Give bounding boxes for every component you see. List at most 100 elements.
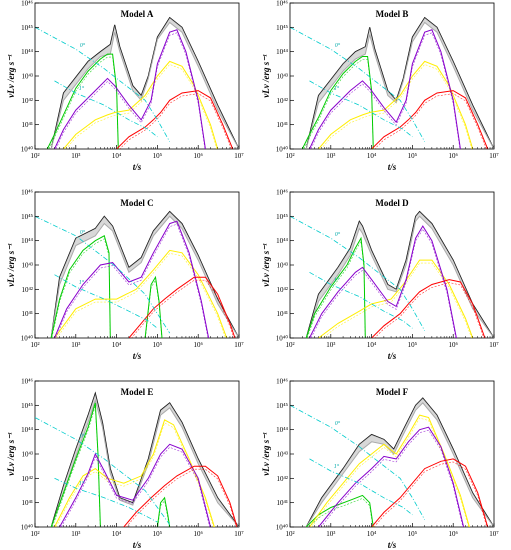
y-axis-label: νLν /erg s⁻¹ [6,243,16,287]
series-line-4 [318,259,474,338]
y-tick-label: 10⁴⁴ [276,48,288,56]
series-line-6 [371,90,489,149]
y-tick-label: 10⁴⁴ [276,426,288,434]
y-tick-label: 10⁴⁶ [276,0,288,8]
series-spread-5 [320,429,464,527]
y-tick-label: 10⁴⁰ [21,146,33,154]
x-axis-label: t/s [388,162,397,172]
x-tick-label: 10⁵ [408,152,418,160]
y-axis-label: νLν /erg s⁻¹ [6,432,16,476]
series-spread-5 [310,32,461,149]
series-spread-3 [51,238,111,338]
x-tick-label: 10² [30,152,39,160]
chart-title: Model E [121,387,154,397]
x-tick-label: 10⁶ [193,152,203,160]
y-tick-label: 10⁴³ [276,262,288,270]
series-spread-6 [373,461,488,527]
x-tick-label: 10⁴ [112,152,122,160]
x-tick-label: 10⁷ [489,341,499,349]
series-spread-3 [306,240,366,338]
series-spread-6 [119,93,232,149]
y-tick-label: 10⁴⁶ [276,189,288,197]
series-line-3 [46,53,119,149]
plot-area [290,397,494,527]
series-line-5 [309,225,457,338]
series-line-9 [54,477,158,523]
chart-panel-5: 0° 1° Model E 10² 10³ 10⁴ 10⁵ 10⁶ 10⁷ 10⁴⁰ 10⁴¹ 10⁴… [6,378,244,550]
series-line-1 [50,210,239,338]
x-tick-label: 10² [285,530,294,538]
x-tick-label: 10⁷ [234,341,244,349]
x-tick-label: 10⁷ [234,530,244,538]
series-line-8 [309,271,413,329]
y-tick-label: 10⁴¹ [276,499,288,507]
y-tick-label: 10⁴⁶ [21,189,33,197]
series-spread-4 [145,279,163,338]
y-axis-label: νLν /erg s⁻¹ [261,243,271,287]
band-series-2 [51,17,239,149]
y-tick-label: 10⁴¹ [276,121,288,129]
series-spread-5 [55,32,206,149]
x-tick-label: 10³ [71,530,80,538]
series-line-7 [123,465,238,527]
plot-area [290,210,494,338]
series-spread-5 [56,253,226,338]
series-spread-3 [51,405,101,527]
band-series-2 [306,211,494,338]
y-tick-label: 10⁴² [21,286,33,294]
y-tick-label: 10⁴⁴ [276,237,288,245]
y-tick-label: 10⁴⁵ [21,402,33,410]
y-tick-label: 10⁴² [276,97,288,105]
series-line-8 [309,80,413,138]
series-spread-6 [55,223,209,338]
y-tick-label: 10⁴¹ [276,310,288,318]
angle-label-0: 0° [80,229,86,236]
series-line-7 [128,276,236,338]
plot-frame [34,191,240,339]
chart-panel-6: 0° 1° Model F 10² 10³ 10⁴ 10⁵ 10⁶ 10⁷ 10⁴⁰ 10⁴¹ 10⁴… [261,378,499,550]
x-tick-label: 10⁵ [408,341,418,349]
y-tick-label: 10⁴⁵ [276,24,288,32]
x-tick-label: 10⁵ [408,530,418,538]
series-line-2 [305,21,494,149]
series-line-2 [50,398,239,527]
angle-label-0: 0° [80,432,86,439]
chart-panel-1: 0° 1° Model A 10² 10³ 10⁴ 10⁵ 10⁶ 10⁷ 10⁴⁰ 10⁴¹ 10⁴… [6,0,244,172]
series-spread-6 [374,282,485,338]
chart-panel-3: 0° 1° Model C 10² 10³ 10⁴ 10⁵ 10⁶ 10⁷ 10⁴⁰ 10⁴¹ 10⁴… [6,189,244,362]
x-tick-label: 10² [285,152,294,160]
series-line-5 [54,29,206,149]
series-line-8 [309,458,413,516]
x-tick-label: 10⁷ [234,152,244,160]
angle-label-1: 1° [79,85,85,92]
series-spread-6 [60,446,211,527]
plot-frame [289,191,495,339]
x-tick-label: 10³ [71,341,80,349]
series-spread-6 [374,93,487,149]
y-tick-label: 10⁴² [276,475,288,483]
y-tick-label: 10⁴³ [21,262,33,270]
plot-area [35,16,239,149]
x-axis-label: t/s [388,540,397,550]
angle-label-0: 0° [335,42,341,49]
x-tick-label: 10⁶ [448,341,458,349]
x-tick-label: 10⁶ [448,530,458,538]
series-spread-7 [125,468,237,527]
series-line-3 [305,236,366,338]
series-line-6 [116,90,234,149]
y-tick-label: 10⁴⁴ [21,48,33,56]
chart-panel-4: 0° 1° Model D 10² 10³ 10⁴ 10⁵ 10⁶ 10⁷ 10⁴⁰ 10⁴¹ 10⁴… [261,189,499,362]
x-tick-label: 10⁴ [112,341,122,349]
x-axis-label: t/s [133,540,142,550]
y-tick-label: 10⁴⁰ [276,146,288,154]
x-tick-label: 10⁴ [112,530,122,538]
x-tick-label: 10⁵ [153,530,163,538]
x-tick-label: 10⁵ [153,152,163,160]
series-line-8 [35,417,171,525]
x-tick-label: 10⁴ [367,341,377,349]
chart-panel-2: 0° 1° Model B 10² 10³ 10⁴ 10⁵ 10⁶ 10⁷ 10⁴⁰ 10⁴¹ 10⁴… [261,0,499,172]
chart-title: Model D [375,198,409,208]
x-tick-label: 10² [30,341,39,349]
series-line-2 [305,215,494,338]
